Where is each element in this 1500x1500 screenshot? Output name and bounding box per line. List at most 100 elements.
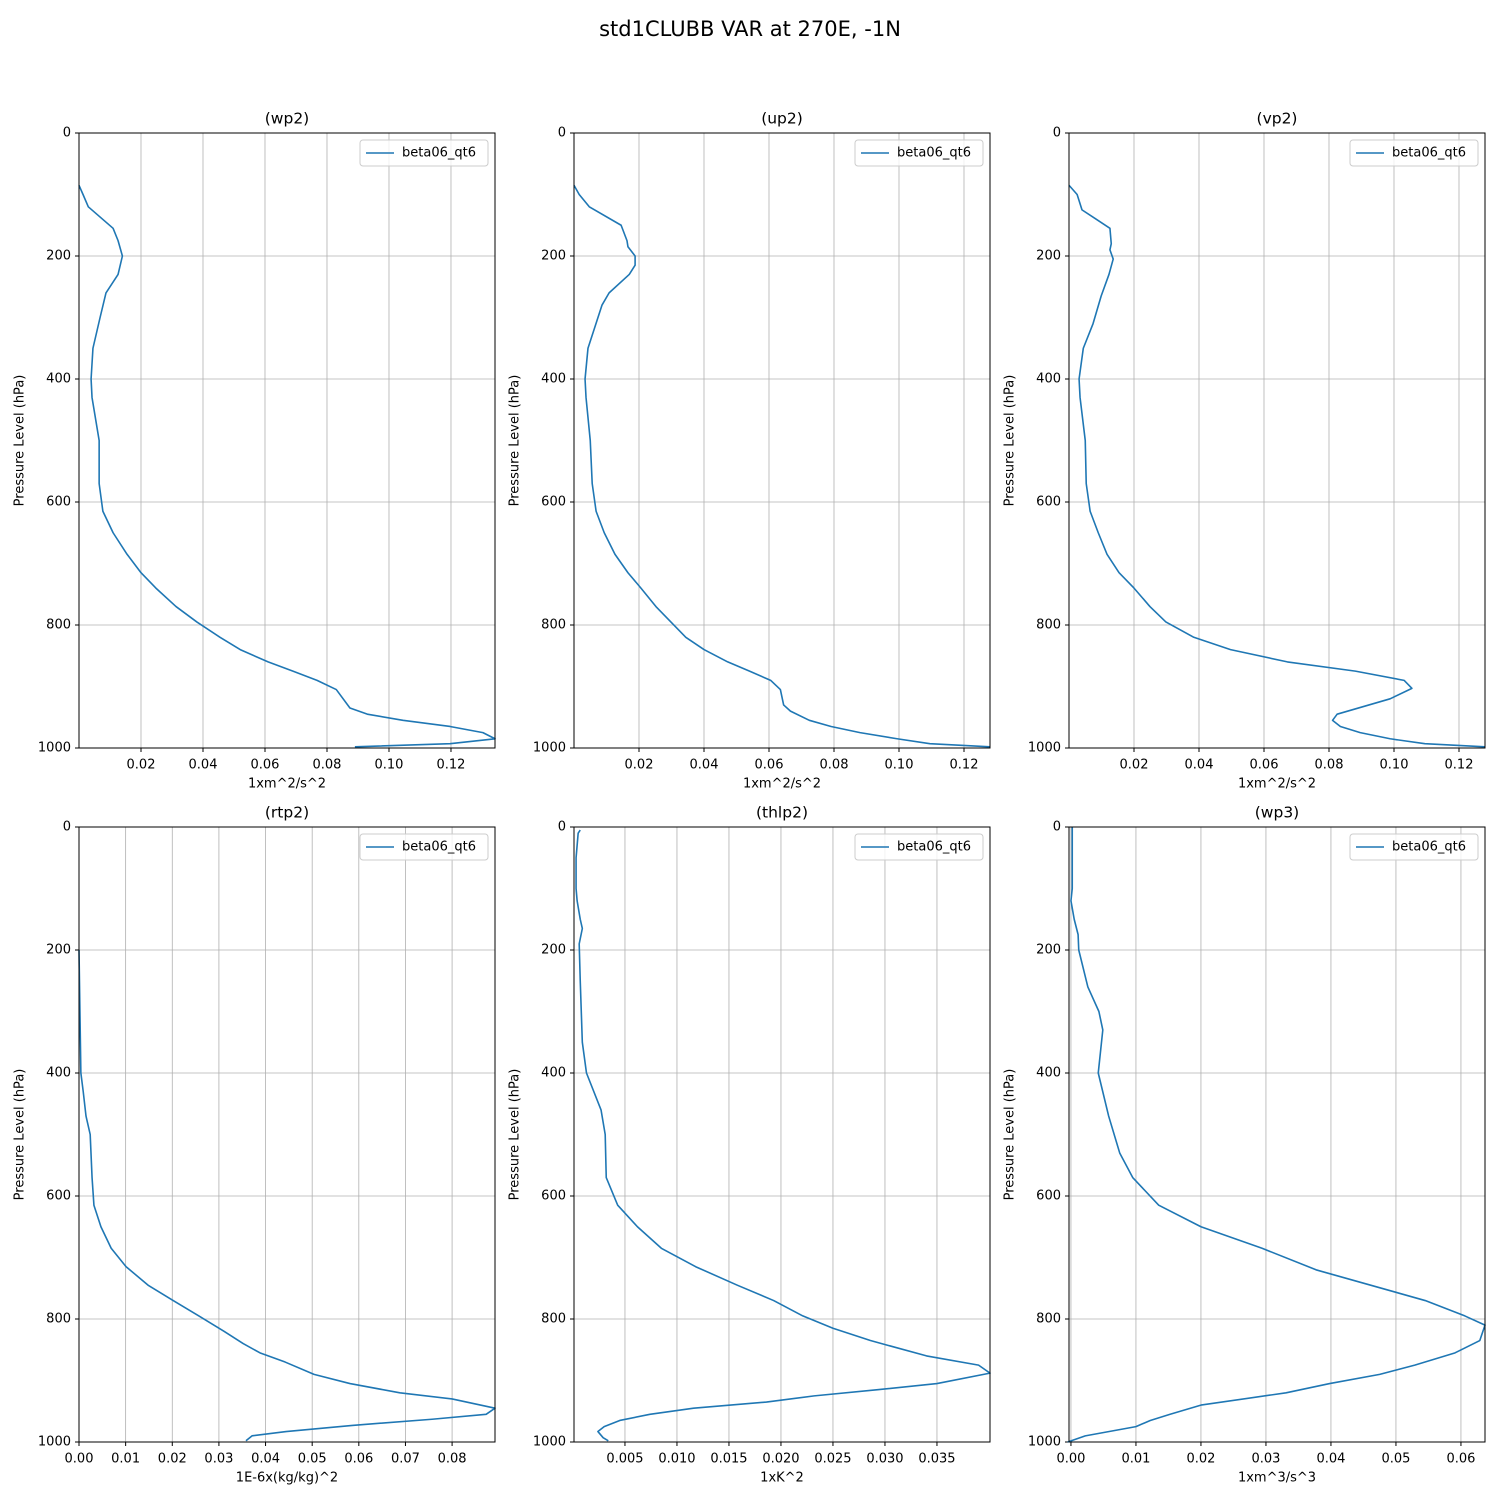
legend-box <box>1349 139 1479 167</box>
y-tick-label: 800 <box>1036 618 1061 633</box>
subplot-title: (thlp2) <box>756 804 808 822</box>
y-tick-label: 800 <box>541 1312 566 1327</box>
x-tick-label: 0.005 <box>606 1452 643 1467</box>
y-tick-label: 1000 <box>533 1435 566 1450</box>
x-tick-label: 0.06 <box>1446 1452 1475 1467</box>
x-tick-label: 0.08 <box>820 758 849 773</box>
y-tick-label: 0 <box>63 820 71 835</box>
x-tick-label: 0.02 <box>625 758 654 773</box>
x-tick-label: 0.08 <box>313 758 342 773</box>
subplot-title: (rtp2) <box>265 804 309 822</box>
legend-label: beta06_qt6 <box>402 840 476 855</box>
legend-label: beta06_qt6 <box>897 146 971 161</box>
data-line <box>575 829 991 1442</box>
y-tick-label: 1000 <box>1028 741 1061 756</box>
y-tick-label: 600 <box>1036 495 1061 510</box>
x-tick-label: 0.12 <box>437 758 466 773</box>
data-line <box>1067 827 1486 1443</box>
y-axis-label: Pressure Level (hPa) <box>508 1069 523 1201</box>
y-tick-label: 600 <box>541 495 566 510</box>
y-tick-label: 400 <box>541 1066 566 1081</box>
x-tick-label: 0.06 <box>755 758 784 773</box>
y-tick-label: 1000 <box>533 741 566 756</box>
x-tick-label: 0.00 <box>1056 1452 1085 1467</box>
plot-frame <box>1068 132 1486 749</box>
x-tick-label: 0.03 <box>1251 1452 1280 1467</box>
figure-title: std1CLUBB VAR at 270E, -1N <box>599 17 901 41</box>
subplot-title: (wp2) <box>265 110 309 128</box>
x-tick-label: 0.010 <box>658 1452 695 1467</box>
x-axis-label: 1xm^2/s^2 <box>743 777 821 792</box>
data-line <box>78 184 496 748</box>
x-tick-label: 0.02 <box>158 1452 187 1467</box>
y-tick-label: 1000 <box>38 741 71 756</box>
x-tick-label: 0.12 <box>950 758 979 773</box>
x-tick-label: 0.02 <box>127 758 156 773</box>
y-tick-label: 600 <box>1036 1189 1061 1204</box>
x-axis-label: 1xm^2/s^2 <box>1238 777 1316 792</box>
x-tick-label: 0.06 <box>344 1452 373 1467</box>
y-tick-label: 200 <box>1036 943 1061 958</box>
y-tick-label: 200 <box>541 943 566 958</box>
y-tick-label: 800 <box>46 1312 71 1327</box>
legend-box <box>1349 833 1479 861</box>
y-tick-label: 800 <box>541 618 566 633</box>
x-tick-label: 0.06 <box>251 758 280 773</box>
legend-box <box>854 833 984 861</box>
x-tick-label: 0.015 <box>710 1452 747 1467</box>
y-axis-label: Pressure Level (hPa) <box>1003 1069 1018 1201</box>
y-tick-label: 200 <box>46 943 71 958</box>
x-axis-label: 1xm^3/s^3 <box>1238 1471 1316 1486</box>
y-tick-label: 400 <box>1036 1066 1061 1081</box>
legend-label: beta06_qt6 <box>897 840 971 855</box>
y-tick-label: 800 <box>1036 1312 1061 1327</box>
y-tick-label: 600 <box>541 1189 566 1204</box>
legend-label: beta06_qt6 <box>1392 146 1466 161</box>
x-tick-label: 0.03 <box>204 1452 233 1467</box>
data-line <box>78 949 496 1442</box>
y-tick-label: 600 <box>46 1189 71 1204</box>
x-tick-label: 0.06 <box>1250 758 1279 773</box>
x-tick-label: 0.04 <box>1185 758 1214 773</box>
legend-label: beta06_qt6 <box>402 146 476 161</box>
x-tick-label: 0.08 <box>1315 758 1344 773</box>
legend-box <box>854 139 984 167</box>
y-tick-label: 0 <box>558 126 566 141</box>
x-tick-label: 0.035 <box>918 1452 955 1467</box>
legend-box <box>359 833 489 861</box>
plot-frame <box>1068 826 1486 1443</box>
x-tick-label: 0.04 <box>251 1452 280 1467</box>
y-tick-label: 1000 <box>1028 1435 1061 1450</box>
y-tick-label: 200 <box>1036 249 1061 264</box>
y-axis-label: Pressure Level (hPa) <box>508 375 523 507</box>
x-tick-label: 0.10 <box>375 758 404 773</box>
y-tick-label: 400 <box>46 1066 71 1081</box>
x-tick-label: 0.04 <box>690 758 719 773</box>
x-tick-label: 0.02 <box>1186 1452 1215 1467</box>
y-tick-label: 0 <box>63 126 71 141</box>
y-tick-label: 400 <box>46 372 71 387</box>
x-axis-label: 1xm^2/s^2 <box>248 777 326 792</box>
x-tick-label: 0.07 <box>391 1452 420 1467</box>
x-tick-label: 0.01 <box>1121 1452 1150 1467</box>
x-tick-label: 0.12 <box>1445 758 1474 773</box>
data-line <box>573 184 991 748</box>
legend-label: beta06_qt6 <box>1392 840 1466 855</box>
subplot-title: (wp3) <box>1255 804 1299 822</box>
x-tick-label: 0.025 <box>814 1452 851 1467</box>
x-tick-label: 0.08 <box>438 1452 467 1467</box>
y-axis-label: Pressure Level (hPa) <box>1003 375 1018 507</box>
x-tick-label: 0.10 <box>885 758 914 773</box>
y-tick-label: 0 <box>558 820 566 835</box>
legend-box <box>359 139 489 167</box>
x-tick-label: 0.04 <box>1316 1452 1345 1467</box>
plot-frame <box>78 826 496 1443</box>
plot-frame <box>573 132 991 749</box>
x-tick-label: 0.05 <box>1381 1452 1410 1467</box>
plot-frame <box>573 826 991 1443</box>
y-tick-label: 0 <box>1053 126 1061 141</box>
x-tick-label: 0.04 <box>189 758 218 773</box>
x-tick-label: 0.10 <box>1380 758 1409 773</box>
x-tick-label: 0.00 <box>65 1452 94 1467</box>
